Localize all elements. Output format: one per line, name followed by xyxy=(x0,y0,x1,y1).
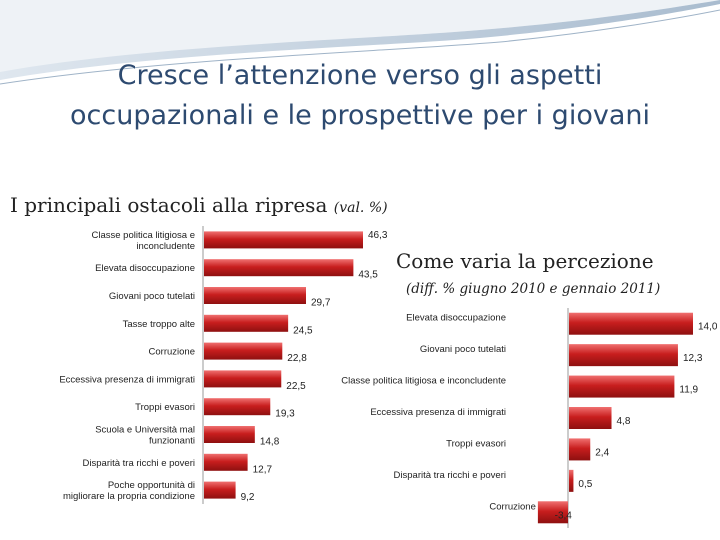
right-bar-group: Disparità tra ricchi e poveri 0,5 xyxy=(394,469,593,492)
right-bar xyxy=(569,469,574,492)
right-bar-group: Troppi evasori 2,4 xyxy=(446,438,610,461)
left-value-label: 29,7 xyxy=(311,298,331,309)
right-value-label: 2,4 xyxy=(595,447,609,458)
left-bar-group: Elevata disoccupazione 43,5 xyxy=(95,259,378,281)
left-value-label: 22,8 xyxy=(287,353,307,364)
left-value-label: 24,5 xyxy=(293,325,313,336)
left-category-label: Tasse troppo alte xyxy=(123,319,195,330)
left-bar-group: Tasse troppo alte 24,5 xyxy=(123,314,313,336)
right-value-label: 0,5 xyxy=(578,479,592,490)
left-bar xyxy=(204,370,282,388)
left-value-label: 22,5 xyxy=(286,381,306,392)
left-value-label: 19,3 xyxy=(275,409,295,420)
slide-title-line-2: occupazionali e le prospettive per i gio… xyxy=(70,100,650,131)
left-chart-title-text: I principali ostacoli alla ripresa xyxy=(10,193,328,217)
right-chart-title: Come varia la percezione xyxy=(396,249,654,273)
left-bar xyxy=(204,231,363,249)
left-bar xyxy=(204,426,255,443)
right-bar xyxy=(569,407,612,429)
left-value-label: 9,2 xyxy=(241,492,255,503)
left-bar-group: Disparità tra ricchi e poveri 12,7 xyxy=(83,453,273,475)
left-bar-group: Poche opportunità di migliorare la propri… xyxy=(63,480,255,503)
left-category-label: Poche opportunità di migliorare la propri… xyxy=(63,480,195,502)
left-bar-group: Corruzione 22,8 xyxy=(149,342,307,364)
right-bar-group: Giovani poco tutelati 12,3 xyxy=(420,344,703,367)
left-category-label: Classe politica litigiosa e inconcludente xyxy=(92,230,196,252)
right-category-label: Elevata disoccupazione xyxy=(406,313,506,324)
left-bar-group: Classe politica litigiosa e inconcludente… xyxy=(92,230,388,252)
right-bar-group: Corruzione -3,4 xyxy=(489,501,573,524)
right-bar-group: Classe politica litigiosa e inconcludent… xyxy=(341,375,699,398)
slide-title: Cresce l’attenzione verso gli aspetti oc… xyxy=(20,56,700,136)
left-category-label: Elevata disoccupazione xyxy=(95,263,195,274)
right-bar xyxy=(569,438,591,461)
left-value-label: 12,7 xyxy=(253,464,273,475)
right-category-label: Eccessiva presenza di immigrati xyxy=(370,407,506,418)
left-bar xyxy=(204,453,248,471)
left-bar-group: Eccessiva presenza di immigrati 22,5 xyxy=(59,370,306,392)
right-value-label: 12,3 xyxy=(683,353,703,364)
left-bar xyxy=(204,342,283,360)
left-bar-group: Troppi evasori 19,3 xyxy=(135,398,295,420)
left-bar-group: Giovani poco tutelati 29,7 xyxy=(109,287,331,309)
left-chart-title: I principali ostacoli alla ripresa (val.… xyxy=(10,193,388,217)
left-category-label: Scuola e Università mal funzionanti xyxy=(95,425,195,447)
header-swoosh-line xyxy=(0,9,720,85)
right-category-label: Troppi evasori xyxy=(446,438,506,449)
right-bar-group: Eccessiva presenza di immigrati 4,8 xyxy=(370,407,631,429)
left-value-label: 43,5 xyxy=(358,270,378,281)
right-category-label: Classe politica litigiosa e inconcludent… xyxy=(341,376,506,387)
left-bar xyxy=(204,481,236,499)
right-bar-group: Elevata disoccupazione 14,0 xyxy=(406,312,718,335)
slide-title-line-1: Cresce l’attenzione verso gli aspetti xyxy=(117,60,603,91)
right-bar xyxy=(569,344,678,367)
left-category-label: Corruzione xyxy=(149,347,195,358)
right-value-label: 14,0 xyxy=(698,322,718,333)
left-category-label: Troppi evasori xyxy=(135,402,195,413)
header-swoosh xyxy=(0,0,720,80)
left-value-label: 46,3 xyxy=(368,230,388,241)
right-value-label: 11,9 xyxy=(679,385,698,396)
right-chart-subtitle: (diff. % giugno 2010 e gennaio 2011) xyxy=(406,281,661,297)
left-chart-unit: (val. %) xyxy=(333,200,388,216)
left-value-label: 14,8 xyxy=(260,437,280,448)
left-bar xyxy=(204,287,306,304)
left-bar-group: Scuola e Università mal funzionanti 14,8 xyxy=(95,425,280,448)
left-category-label: Eccessiva presenza di immigrati xyxy=(59,374,195,385)
right-value-label: 4,8 xyxy=(617,416,631,427)
right-bar xyxy=(537,501,568,524)
left-category-label: Disparità tra ricchi e poveri xyxy=(83,458,195,469)
right-category-label: Corruzione xyxy=(489,501,535,512)
right-bar xyxy=(569,312,693,335)
right-category-label: Giovani poco tutelati xyxy=(420,344,506,355)
left-bar xyxy=(204,259,354,277)
right-value-label: -3,4 xyxy=(555,510,573,521)
header-swoosh-band xyxy=(0,0,720,80)
right-category-label: Disparità tra ricchi e poveri xyxy=(394,470,506,481)
right-bar xyxy=(569,375,675,398)
left-bar xyxy=(204,314,289,332)
left-bar xyxy=(204,398,271,416)
left-category-label: Giovani poco tutelati xyxy=(109,291,195,302)
